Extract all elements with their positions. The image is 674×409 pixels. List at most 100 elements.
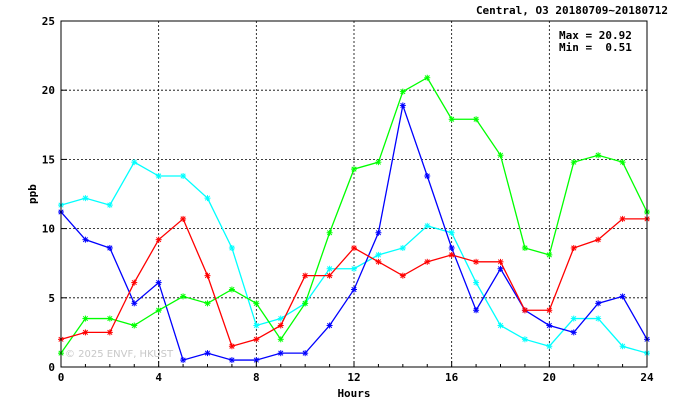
data-point [155,279,162,286]
y-axis-label: ppb [26,184,39,204]
data-point [595,315,602,322]
data-point [570,329,577,336]
data-point [277,322,284,329]
data-point [253,300,260,307]
data-point [619,343,626,350]
data-point [521,336,528,343]
data-point [375,251,382,258]
data-point [302,272,309,279]
data-point [302,350,309,357]
data-point [619,293,626,300]
data-point [277,336,284,343]
data-point [546,307,553,314]
data-point [473,307,480,314]
data-point [326,322,333,329]
axis-ticks: 0 4 8 12 16 20 24 0 5 10 15 20 25 [42,15,654,384]
data-point [82,195,89,202]
data-point [595,236,602,243]
data-point [326,272,333,279]
data-point [106,329,113,336]
data-point [497,265,504,272]
data-point [521,244,528,251]
data-point [351,166,357,173]
data-point [424,222,431,229]
data-point [497,258,504,265]
y-tick-label: 20 [42,84,55,97]
data-point [448,244,455,251]
y-tick-label: 25 [42,15,55,28]
data-point [399,244,406,251]
chart-title: Central, O3 20180709~20180712 [476,4,668,17]
data-point [375,258,382,265]
data-point [448,229,455,236]
x-tick-label: 20 [543,371,556,384]
data-point [131,322,138,329]
data-point [497,152,504,159]
data-point [473,258,480,265]
x-tick-label: 0 [58,371,65,384]
data-point [82,329,89,336]
data-point [399,102,406,109]
data-point [351,265,357,272]
data-point [204,350,211,357]
data-point [375,159,382,166]
data-point [326,265,333,272]
y-tick-label: 5 [48,292,55,305]
data-point [473,279,480,286]
data-point [204,300,211,307]
data-point [277,350,284,357]
data-point [399,88,406,95]
data-point [131,159,138,166]
data-point [82,315,89,322]
series-2 [58,102,650,364]
data-point [424,173,431,180]
data-point [448,251,455,258]
data-point [253,336,260,343]
data-point [473,116,480,123]
x-tick-label: 24 [640,371,654,384]
data-point [106,315,113,322]
y-tick-label: 0 [48,361,55,374]
x-tick-label: 12 [347,371,360,384]
data-point [302,300,309,307]
max-annotation: Max = 20.92 [559,29,632,42]
data-point [228,343,235,350]
data-point [180,215,187,222]
watermark: © 2025 ENVF, HKUST [65,349,174,360]
data-point [497,322,504,329]
min-annotation: Min = 0.51 [559,41,632,54]
data-point [448,116,455,123]
data-point [106,244,113,251]
data-point [375,229,382,236]
data-point [399,272,406,279]
x-tick-label: 8 [253,371,260,384]
data-point [424,258,431,265]
data-point [180,293,187,300]
data-point [106,202,113,209]
data-point [595,152,602,159]
data-point [326,229,333,236]
data-point [180,173,187,180]
data-point [546,251,553,258]
data-point [131,300,138,307]
data-point [204,195,211,202]
data-point [546,343,553,350]
data-point [595,300,602,307]
data-point [521,307,528,314]
data-point [228,286,235,293]
series-4 [58,215,650,350]
data-point [155,307,162,314]
data-point [351,286,357,293]
data-point [180,357,187,364]
x-tick-label: 4 [155,371,162,384]
data-point [131,279,138,286]
data-point [570,159,577,166]
data-point [155,236,162,243]
x-axis-label: Hours [337,387,370,400]
data-point [619,215,626,222]
data-point [155,173,162,180]
data-point [546,322,553,329]
data-point [277,315,284,322]
data-point [204,272,211,279]
grid-lines [61,21,647,367]
